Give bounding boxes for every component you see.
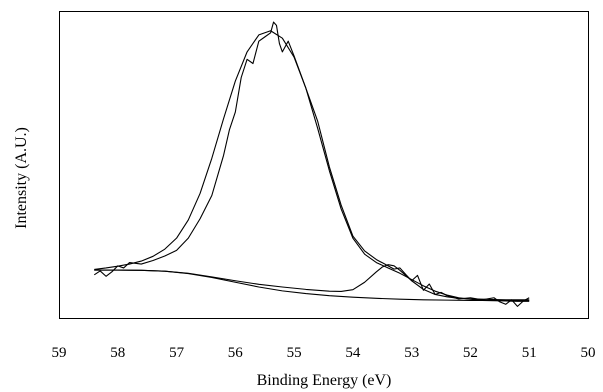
x-tick-labels: 59 58 57 56 55 54 53 52 51 50	[52, 345, 596, 361]
x-tick-label: 55	[287, 345, 302, 361]
x-tick-label: 53	[404, 345, 419, 361]
series-line-4	[94, 269, 530, 301]
x-tick-label: 56	[228, 345, 244, 361]
x-axis-label: Binding Energy (eV)	[257, 372, 392, 389]
x-tick-label: 50	[581, 345, 596, 361]
x-tick-label: 58	[110, 345, 125, 361]
y-axis-label: Intensity (A.U.)	[13, 127, 30, 229]
series-group	[93, 21, 530, 307]
x-tick-label: 52	[463, 345, 478, 361]
x-tick-label: 51	[522, 345, 537, 361]
plot-frame	[59, 11, 589, 319]
series-line-1	[94, 30, 530, 302]
x-tick-label: 57	[169, 345, 185, 361]
x-tick-label: 54	[345, 345, 361, 361]
series-line-2	[93, 21, 530, 307]
x-tick-label: 59	[52, 345, 67, 361]
